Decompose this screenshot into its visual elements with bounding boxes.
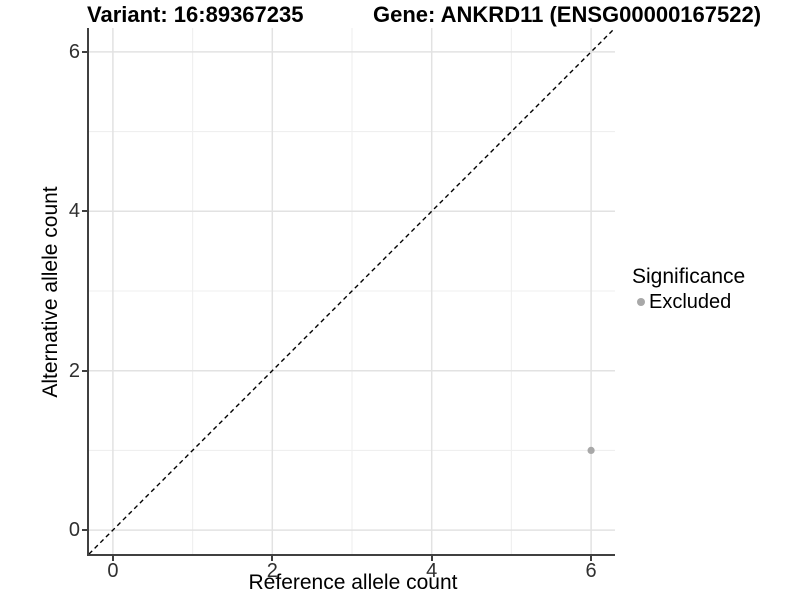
- legend-key: [632, 294, 649, 311]
- plot-title-variant: Variant: 16:89367235: [87, 2, 304, 27]
- x-tick-label: 4: [426, 560, 438, 582]
- plot-panel: [87, 28, 615, 556]
- legend-item-excluded: Excluded: [632, 290, 745, 314]
- plot-canvas: [89, 28, 615, 554]
- legend-dot-icon: [636, 298, 645, 306]
- y-tick: [82, 50, 87, 53]
- data-point: [587, 446, 595, 454]
- plot-title-gene: Gene: ANKRD11 (ENSG00000167522): [373, 2, 762, 27]
- y-tick-label: 2: [68, 359, 80, 382]
- x-tick-label: 6: [585, 560, 597, 582]
- x-tick-label: 2: [266, 560, 278, 582]
- legend-title: Significance: [632, 265, 746, 288]
- y-axis-title: Alternative allele count: [39, 186, 62, 398]
- y-tick: [82, 210, 87, 213]
- y-tick-label: 6: [68, 40, 80, 63]
- y-tick: [82, 369, 87, 372]
- x-axis-title: Reference allele count: [248, 571, 458, 594]
- x-tick: [111, 556, 114, 561]
- y-tick: [82, 529, 87, 532]
- legend-item-label: Excluded: [649, 290, 732, 313]
- x-tick: [590, 556, 593, 561]
- y-tick-label: 0: [68, 519, 80, 542]
- legend: Significance Excluded: [632, 265, 745, 314]
- x-tick: [271, 556, 274, 561]
- identity-line: [89, 28, 615, 554]
- x-tick-label: 0: [107, 560, 119, 582]
- x-tick: [430, 556, 433, 561]
- y-tick-label: 4: [68, 200, 80, 223]
